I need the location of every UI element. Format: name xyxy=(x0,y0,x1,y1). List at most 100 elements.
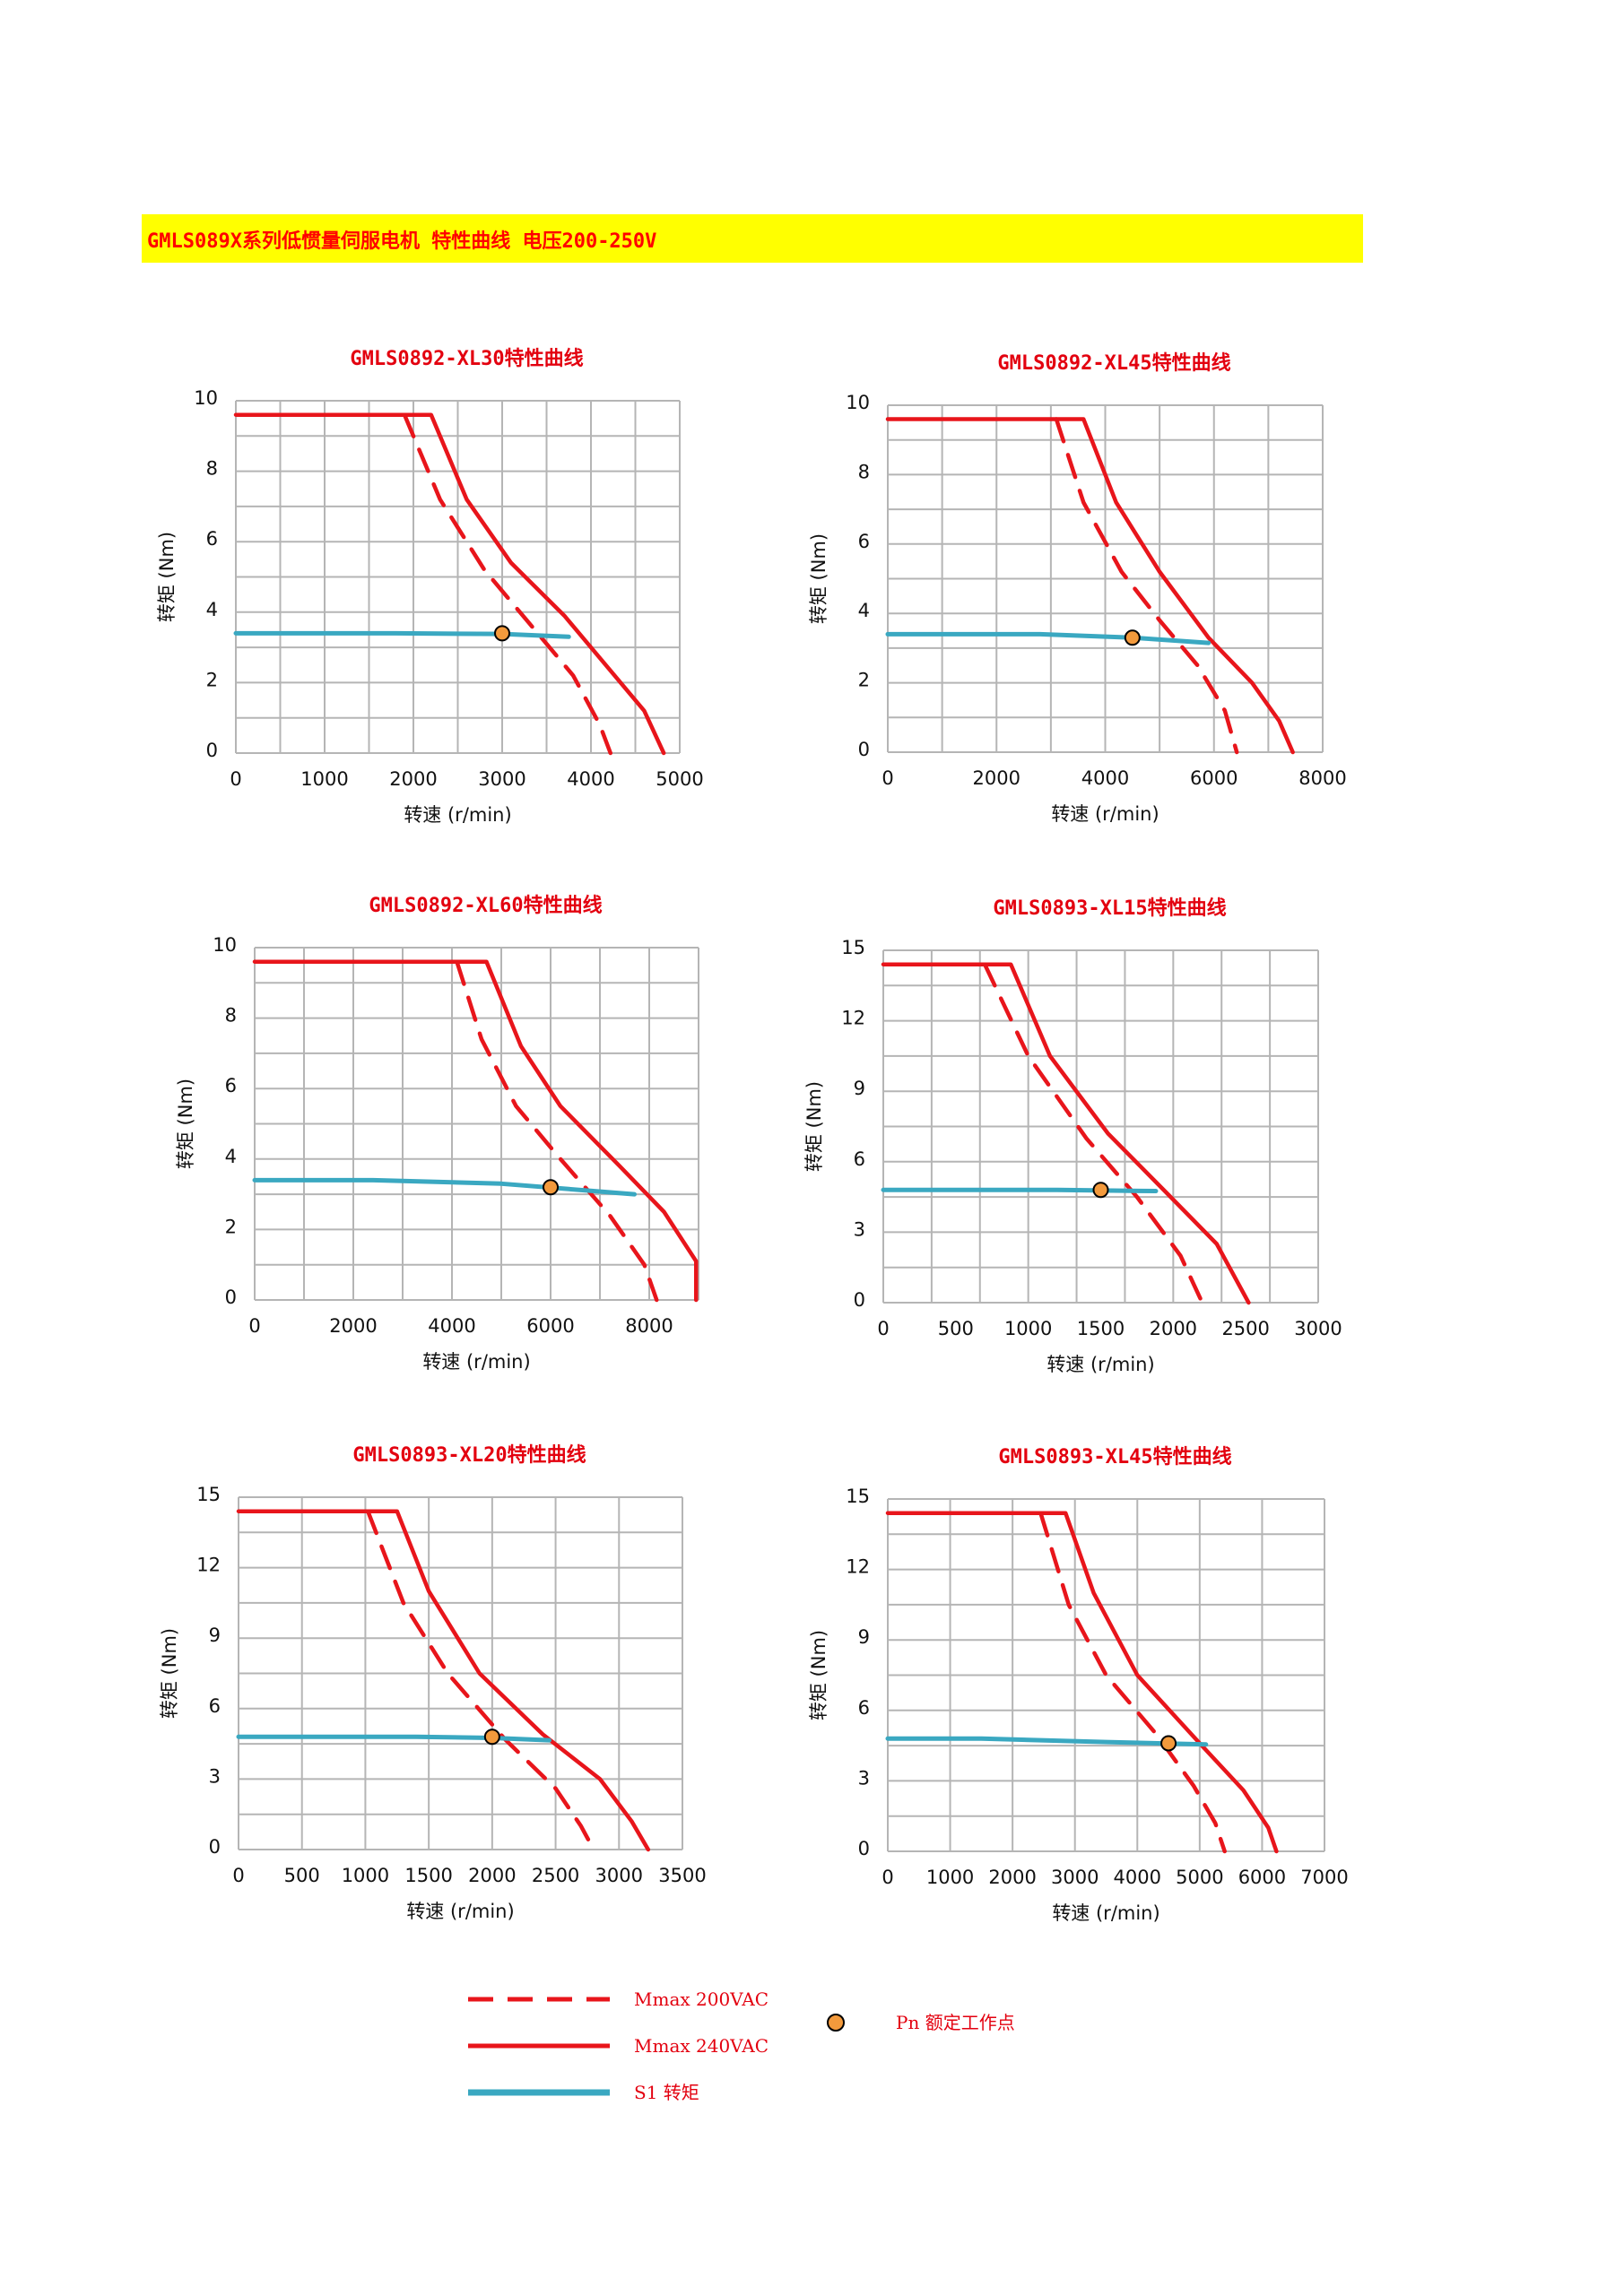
y-tick-label: 6 xyxy=(206,528,218,550)
x-tick-label: 0 xyxy=(248,1315,260,1337)
series-mmax-240vac xyxy=(885,1511,1279,1854)
rated-point-marker xyxy=(494,625,510,642)
x-tick-label: 3000 xyxy=(1294,1318,1342,1339)
y-tick-label: 6 xyxy=(854,1148,865,1170)
y-axis-label: 转矩 (Nm) xyxy=(159,1628,180,1719)
x-tick-label: 0 xyxy=(881,767,893,789)
x-tick-label: 4000 xyxy=(1081,767,1129,789)
chart-5: GMLS0893-XL20特性曲线 0 500 1000 1500 2000 2500 300… xyxy=(159,1443,707,1922)
y-tick-label: 0 xyxy=(858,739,870,760)
x-tick-label: 3000 xyxy=(1051,1867,1099,1888)
y-tick-label: 15 xyxy=(841,937,865,958)
y-tick-label: 10 xyxy=(194,387,218,409)
y-tick-label: 2 xyxy=(225,1216,237,1237)
x-tick-label: 500 xyxy=(284,1865,320,1886)
y-tick-label: 6 xyxy=(209,1695,221,1717)
legend-solid-label: Mmax 240VAC xyxy=(634,2035,769,2057)
legend-s1-label: S1 转矩 xyxy=(634,2082,699,2103)
x-axis-label: 转速 (r/min) xyxy=(404,804,511,826)
y-tick-label: 15 xyxy=(846,1486,870,1507)
y-axis-label: 转矩 (Nm) xyxy=(156,532,178,622)
chart-1: GMLS0892-XL30特性曲线 0 1000 2000 3000 4000 5000 0 2… xyxy=(156,347,704,826)
series-s1 xyxy=(236,1734,551,1743)
x-tick-label: 4000 xyxy=(1114,1867,1161,1888)
y-tick-label: 0 xyxy=(854,1289,865,1311)
series-mmax-200vac xyxy=(1054,417,1239,755)
y-tick-label: 12 xyxy=(196,1555,221,1576)
x-tick-label: 3500 xyxy=(658,1865,706,1886)
y-tick-label: 0 xyxy=(858,1838,870,1859)
y-tick-label: 9 xyxy=(854,1078,865,1099)
chart-title: GMLS0893-XL20特性曲线 xyxy=(352,1443,586,1467)
x-axis-label: 转速 (r/min) xyxy=(422,1351,530,1373)
x-tick-label: 0 xyxy=(881,1867,893,1888)
series-mmax-240vac xyxy=(881,962,1251,1305)
y-tick-label: 9 xyxy=(209,1625,221,1646)
y-tick-label: 10 xyxy=(846,392,870,413)
rated-point-marker xyxy=(1160,1735,1177,1752)
page-header-bar: GMLS089X系列低惯量伺服电机 特性曲线 电压200-250V xyxy=(142,214,1363,263)
chart-title: GMLS0892-XL60特性曲线 xyxy=(369,894,602,917)
x-tick-label: 2000 xyxy=(973,767,1020,789)
rated-point-marker xyxy=(1124,629,1141,646)
x-tick-label: 5000 xyxy=(1176,1867,1223,1888)
x-axis-label: 转速 (r/min) xyxy=(1051,803,1159,825)
page-title: GMLS089X系列低惯量伺服电机 特性曲线 电压200-250V xyxy=(147,230,657,253)
x-axis-label: 转速 (r/min) xyxy=(1046,1354,1154,1375)
x-axis-label: 转速 (r/min) xyxy=(406,1901,514,1922)
chart-title: GMLS0893-XL45特性曲线 xyxy=(998,1445,1231,1469)
x-tick-label: 1000 xyxy=(342,1865,389,1886)
x-tick-label: 4000 xyxy=(567,768,614,790)
x-tick-label: 0 xyxy=(877,1318,889,1339)
series-mmax-200vac xyxy=(366,1509,596,1852)
y-tick-label: 6 xyxy=(858,1697,870,1719)
series-mmax-240vac xyxy=(252,959,699,1303)
y-tick-label: 8 xyxy=(206,458,218,480)
rated-point-marker xyxy=(543,1179,559,1196)
rated-point-marker xyxy=(1092,1182,1109,1199)
series-mmax-200vac xyxy=(982,962,1204,1305)
y-tick-label: 4 xyxy=(206,599,218,620)
series-mmax-200vac xyxy=(1038,1511,1227,1854)
x-tick-label: 6000 xyxy=(526,1315,574,1337)
chart-title: GMLS0892-XL45特性曲线 xyxy=(997,351,1230,375)
y-tick-label: 4 xyxy=(225,1146,237,1167)
series-s1 xyxy=(233,630,571,639)
series-mmax-200vac xyxy=(402,412,613,756)
y-tick-label: 8 xyxy=(858,461,870,482)
y-axis-label: 转矩 (Nm) xyxy=(808,533,829,624)
x-axis-label: 转速 (r/min) xyxy=(1052,1902,1159,1924)
series-s1 xyxy=(885,631,1211,645)
y-tick-label: 12 xyxy=(846,1556,870,1578)
series-s1 xyxy=(885,1736,1209,1747)
x-tick-label: 4000 xyxy=(428,1315,475,1337)
series-mmax-200vac xyxy=(455,959,659,1303)
legend: Mmax 200VAC Mmax 240VAC S1 转矩 Pn 额定工作点 xyxy=(468,1988,1015,2103)
y-tick-label: 3 xyxy=(854,1218,865,1240)
y-tick-label: 3 xyxy=(209,1765,221,1787)
rated-point-marker xyxy=(483,1728,500,1746)
x-tick-label: 1500 xyxy=(404,1865,452,1886)
x-tick-label: 1000 xyxy=(300,768,348,790)
x-tick-label: 2000 xyxy=(389,768,437,790)
series-mmax-240vac xyxy=(233,412,666,756)
y-tick-label: 10 xyxy=(213,934,237,956)
legend-dashed-label: Mmax 200VAC xyxy=(634,1988,769,2010)
y-tick-label: 2 xyxy=(206,669,218,690)
series-s1 xyxy=(252,1177,637,1197)
y-axis-label: 转矩 (Nm) xyxy=(803,1081,825,1172)
x-tick-label: 8000 xyxy=(1298,767,1346,789)
y-tick-label: 6 xyxy=(225,1075,237,1096)
chart-title: GMLS0893-XL15特性曲线 xyxy=(993,897,1226,920)
chart-4: GMLS0893-XL15特性曲线 0 500 1000 1500 2000 2500 300… xyxy=(803,897,1342,1375)
x-tick-label: 6000 xyxy=(1238,1867,1286,1888)
x-tick-label: 1000 xyxy=(926,1867,974,1888)
y-tick-label: 0 xyxy=(225,1287,237,1308)
legend-point-label: Pn 额定工作点 xyxy=(896,2012,1015,2033)
y-tick-label: 3 xyxy=(858,1767,870,1789)
x-tick-label: 2500 xyxy=(1221,1318,1269,1339)
series-mmax-240vac xyxy=(236,1509,651,1852)
x-tick-label: 1000 xyxy=(1004,1318,1052,1339)
y-tick-label: 0 xyxy=(209,1836,221,1858)
